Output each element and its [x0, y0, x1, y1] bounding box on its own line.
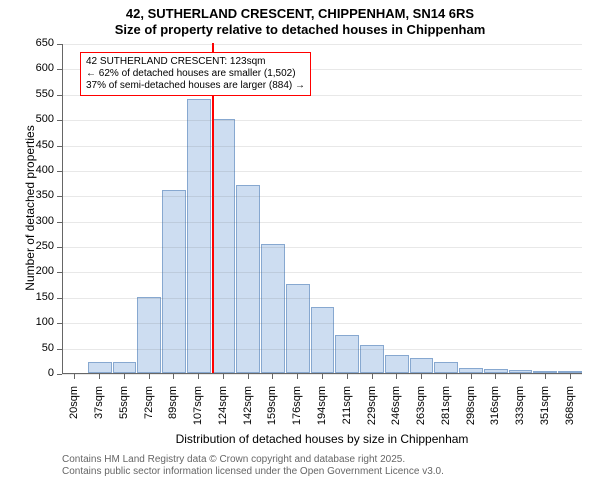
gridline [62, 44, 582, 45]
footer-attribution: Contains HM Land Registry data © Crown c… [62, 454, 444, 478]
x-tick-label: 89sqm [167, 386, 179, 436]
chart-title: 42, SUTHERLAND CRESCENT, CHIPPENHAM, SN1… [0, 0, 600, 37]
x-tick-label: 263sqm [415, 386, 427, 436]
gridline [62, 222, 582, 223]
histogram-bar [137, 297, 161, 373]
footer-line1: Contains HM Land Registry data © Crown c… [62, 454, 444, 466]
gridline [62, 298, 582, 299]
y-tick-label: 150 [0, 291, 54, 303]
annotation-line: ← 62% of detached houses are smaller (1,… [86, 68, 305, 80]
gridline [62, 272, 582, 273]
x-tick-label: 246sqm [390, 386, 402, 436]
y-tick-label: 250 [0, 240, 54, 252]
y-tick-label: 550 [0, 88, 54, 100]
histogram-bar [311, 307, 335, 373]
histogram-bar [187, 99, 211, 373]
histogram-bar [533, 371, 557, 373]
y-tick-label: 100 [0, 316, 54, 328]
x-tick-label: 368sqm [564, 386, 576, 436]
x-tick-label: 176sqm [291, 386, 303, 436]
x-tick-label: 20sqm [68, 386, 80, 436]
title-line1: 42, SUTHERLAND CRESCENT, CHIPPENHAM, SN1… [0, 6, 600, 22]
x-tick-label: 107sqm [192, 386, 204, 436]
x-tick-label: 55sqm [118, 386, 130, 436]
title-line2: Size of property relative to detached ho… [0, 22, 600, 38]
x-tick-label: 194sqm [316, 386, 328, 436]
gridline [62, 349, 582, 350]
histogram-bar [261, 244, 285, 373]
y-tick-label: 450 [0, 139, 54, 151]
x-tick-label: 281sqm [440, 386, 452, 436]
gridline [62, 171, 582, 172]
histogram-chart: 42, SUTHERLAND CRESCENT, CHIPPENHAM, SN1… [0, 0, 600, 500]
histogram-bar [459, 368, 483, 373]
histogram-bar [410, 358, 434, 373]
histogram-bar [113, 362, 137, 373]
x-tick-label: 211sqm [341, 386, 353, 436]
y-tick-label: 500 [0, 113, 54, 125]
y-tick-label: 300 [0, 215, 54, 227]
y-tick-label: 200 [0, 265, 54, 277]
histogram-bar [509, 370, 533, 373]
y-tick-label: 600 [0, 62, 54, 74]
x-tick-label: 72sqm [143, 386, 155, 436]
histogram-bar [236, 185, 260, 373]
x-tick-label: 124sqm [217, 386, 229, 436]
gridline [62, 146, 582, 147]
annotation-line: 37% of semi-detached houses are larger (… [86, 80, 305, 92]
histogram-bar [88, 362, 112, 373]
y-tick-label: 650 [0, 37, 54, 49]
histogram-bar [484, 369, 508, 373]
x-tick-label: 229sqm [366, 386, 378, 436]
y-tick-label: 50 [0, 342, 54, 354]
x-tick-label: 316sqm [489, 386, 501, 436]
gridline [62, 247, 582, 248]
y-tick-label: 400 [0, 164, 54, 176]
x-tick-label: 333sqm [514, 386, 526, 436]
gridline [62, 323, 582, 324]
histogram-bar [558, 371, 582, 373]
histogram-bar [335, 335, 359, 373]
annotation-line: 42 SUTHERLAND CRESCENT: 123sqm [86, 56, 305, 68]
x-tick-label: 351sqm [539, 386, 551, 436]
x-tick-label: 37sqm [93, 386, 105, 436]
x-tick-label: 159sqm [266, 386, 278, 436]
footer-line2: Contains public sector information licen… [62, 466, 444, 478]
y-tick-label: 350 [0, 189, 54, 201]
x-tick-label: 298sqm [465, 386, 477, 436]
gridline [62, 196, 582, 197]
annotation-box: 42 SUTHERLAND CRESCENT: 123sqm← 62% of d… [80, 52, 311, 96]
gridline [62, 120, 582, 121]
y-tick-label: 0 [0, 367, 54, 379]
x-tick-label: 142sqm [242, 386, 254, 436]
histogram-bar [385, 355, 409, 373]
histogram-bar [434, 362, 458, 373]
histogram-bar [162, 190, 186, 373]
